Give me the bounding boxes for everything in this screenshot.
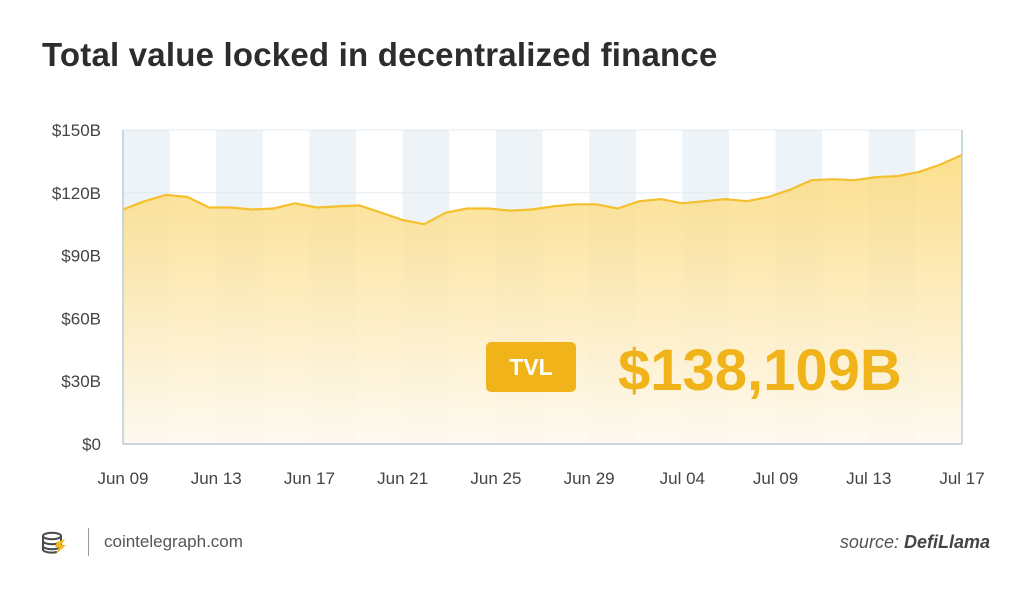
tvl-value: $138,109B <box>618 338 902 403</box>
tvl-line <box>122 153 963 226</box>
y-tick-label: $60B <box>61 309 101 328</box>
y-tick-label: $90B <box>61 247 101 266</box>
axes: $0 $30B $60B $90B $120B $150B Jun 09 Jun 13 Jun … <box>52 121 985 488</box>
footer-site-link[interactable]: cointelegraph.com <box>104 532 243 551</box>
source-prefix: source: <box>839 532 899 552</box>
y-tick-label: $120B <box>52 184 101 203</box>
tvl-annotation: TVL $138,109B <box>486 338 902 403</box>
x-tick-label: Jul 17 <box>939 469 984 488</box>
x-tick-label: Jul 09 <box>753 469 798 488</box>
x-tick-label: Jul 13 <box>846 469 891 488</box>
chart-title: Total value locked in decentralized fina… <box>42 36 718 73</box>
tvl-badge-label: TVL <box>509 354 552 380</box>
source-name: DefiLlama <box>903 532 990 552</box>
footer-source: source: DefiLlama <box>840 532 990 553</box>
y-tick-label: $150B <box>52 121 101 140</box>
area-layer <box>122 153 963 444</box>
y-tick-label: $0 <box>82 435 101 454</box>
x-tick-label: Jun 09 <box>97 469 148 488</box>
x-tick-label: Jul 04 <box>660 469 705 488</box>
tvl-badge <box>486 342 576 392</box>
cointelegraph-logo-icon <box>40 528 70 558</box>
tvl-area-fill <box>123 154 962 444</box>
x-tick-label: Jun 29 <box>564 469 615 488</box>
x-tick-label: Jun 21 <box>377 469 428 488</box>
footer-divider <box>88 528 89 556</box>
x-tick-label: Jun 13 <box>191 469 242 488</box>
x-tick-label: Jun 25 <box>470 469 521 488</box>
x-tick-label: Jun 17 <box>284 469 335 488</box>
y-tick-label: $30B <box>61 372 101 391</box>
